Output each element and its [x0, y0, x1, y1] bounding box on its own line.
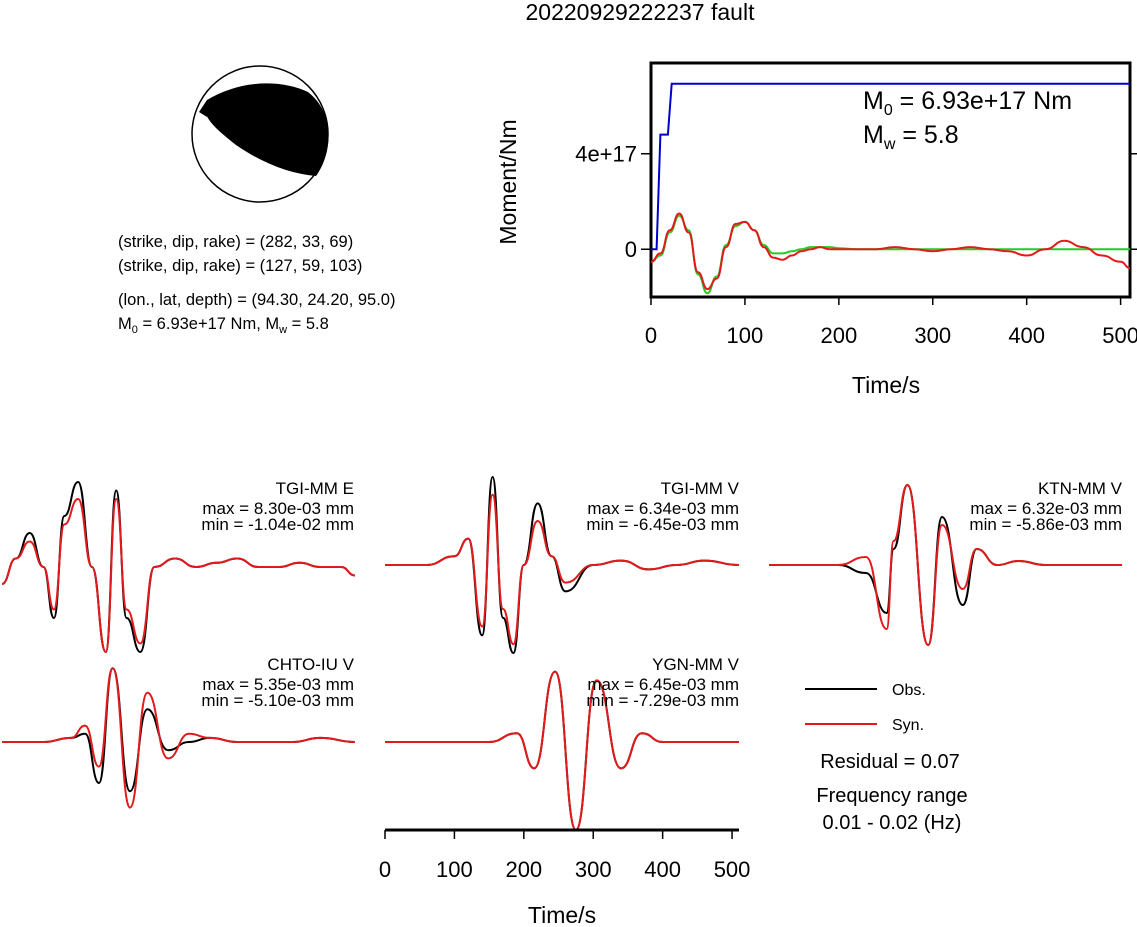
waveform-panel [768, 483, 1122, 647]
mechanism-line-2: (strike, dip, rake) = (127, 59, 103) [118, 257, 362, 275]
station-name: CHTO-IU V [267, 655, 354, 674]
station-name: YGN-MM V [652, 655, 740, 674]
moment-curve [651, 82, 1130, 251]
station-name: TGI-MM E [276, 479, 354, 498]
waveform-xtick-label: 100 [436, 857, 473, 882]
waveform-panel [384, 475, 740, 655]
moment-xtick-label: 400 [1008, 323, 1045, 348]
synthetic-trace [1, 497, 356, 654]
moment-xtick-label: 200 [820, 323, 857, 348]
waveform-panel [384, 670, 739, 832]
figure-title: 20220929222237 fault [526, 0, 756, 25]
waveform-xlabel: Time/s [528, 902, 596, 927]
waveform-panels [1, 475, 1122, 832]
station-max: max = 6.34e-03 mm [587, 499, 739, 518]
legend-obs-label: Obs. [892, 682, 926, 699]
synthetic-trace [384, 670, 739, 832]
station-min: min = -7.29e-03 mm [586, 691, 739, 710]
moment-ylabel: Moment/Nm [495, 119, 521, 244]
waveform-panel [1, 480, 356, 654]
station-max: max = 8.30e-03 mm [202, 499, 354, 518]
frequency-value: 0.01 - 0.02 (Hz) [823, 812, 962, 834]
moment-ytick-label: 4e+17 [575, 142, 637, 167]
residual-text: Residual = 0.07 [820, 751, 960, 773]
waveform-x-axis: 0 100 200 300 400 500 [379, 828, 751, 882]
synthetic-trace [1, 667, 356, 809]
moment-xlabel: Time/s [852, 372, 920, 398]
station-min: min = -5.86e-03 mm [969, 515, 1122, 534]
frequency-title: Frequency range [816, 785, 967, 807]
moment-xtick-label: 300 [914, 323, 951, 348]
moment-frame [649, 61, 1132, 299]
legend: Obs. Syn. [805, 682, 926, 734]
beachball [191, 65, 329, 203]
mechanism-line-1: (strike, dip, rake) = (282, 33, 69) [118, 233, 353, 251]
station-max: max = 6.45e-03 mm [587, 675, 739, 694]
synthetic-trace [768, 483, 1122, 647]
waveform-xtick-label: 200 [505, 857, 542, 882]
moment-ytick-label: 0 [625, 237, 637, 262]
legend-syn-label: Syn. [892, 717, 924, 734]
moment-xtick-label: 100 [727, 323, 764, 348]
moment-observed-wave [650, 212, 1131, 291]
station-min: min = -6.45e-03 mm [586, 515, 739, 534]
synthetic-trace [384, 493, 740, 646]
station-max: max = 6.32e-03 mm [970, 499, 1122, 518]
waveform-xtick-label: 0 [379, 857, 391, 882]
m0-annotation: M0 = 6.93e+17 Nm [863, 87, 1072, 119]
station-min: min = -1.04e-02 mm [201, 515, 354, 534]
moment-xtick-label: 0 [645, 323, 657, 348]
waveform-panel [1, 667, 356, 809]
waveform-xtick-label: 400 [644, 857, 681, 882]
station-name: TGI-MM V [661, 479, 740, 498]
moment-xtick-label: 500 [1102, 323, 1137, 348]
station-name: KTN-MM V [1038, 479, 1123, 498]
station-labels: TGI-MM E max = 8.30e-03 mm min = -1.04e-… [201, 479, 1122, 710]
station-min: min = -5.10e-03 mm [201, 691, 354, 710]
mechanism-line-3: (lon., lat, depth) = (94.30, 24.20, 95.0… [118, 291, 395, 309]
moment-panel: 0 100 200 300 400 500 0 4e+17 [575, 61, 1137, 348]
mw-annotation: Mw = 5.8 [863, 121, 959, 153]
beachball-compression [205, 83, 329, 176]
moment-summary: M0 = 6.93e+17 Nm, Mw = 5.8 [118, 315, 329, 336]
waveform-xtick-label: 500 [714, 857, 751, 882]
waveform-xtick-label: 300 [575, 857, 612, 882]
station-max: max = 5.35e-03 mm [202, 675, 354, 694]
